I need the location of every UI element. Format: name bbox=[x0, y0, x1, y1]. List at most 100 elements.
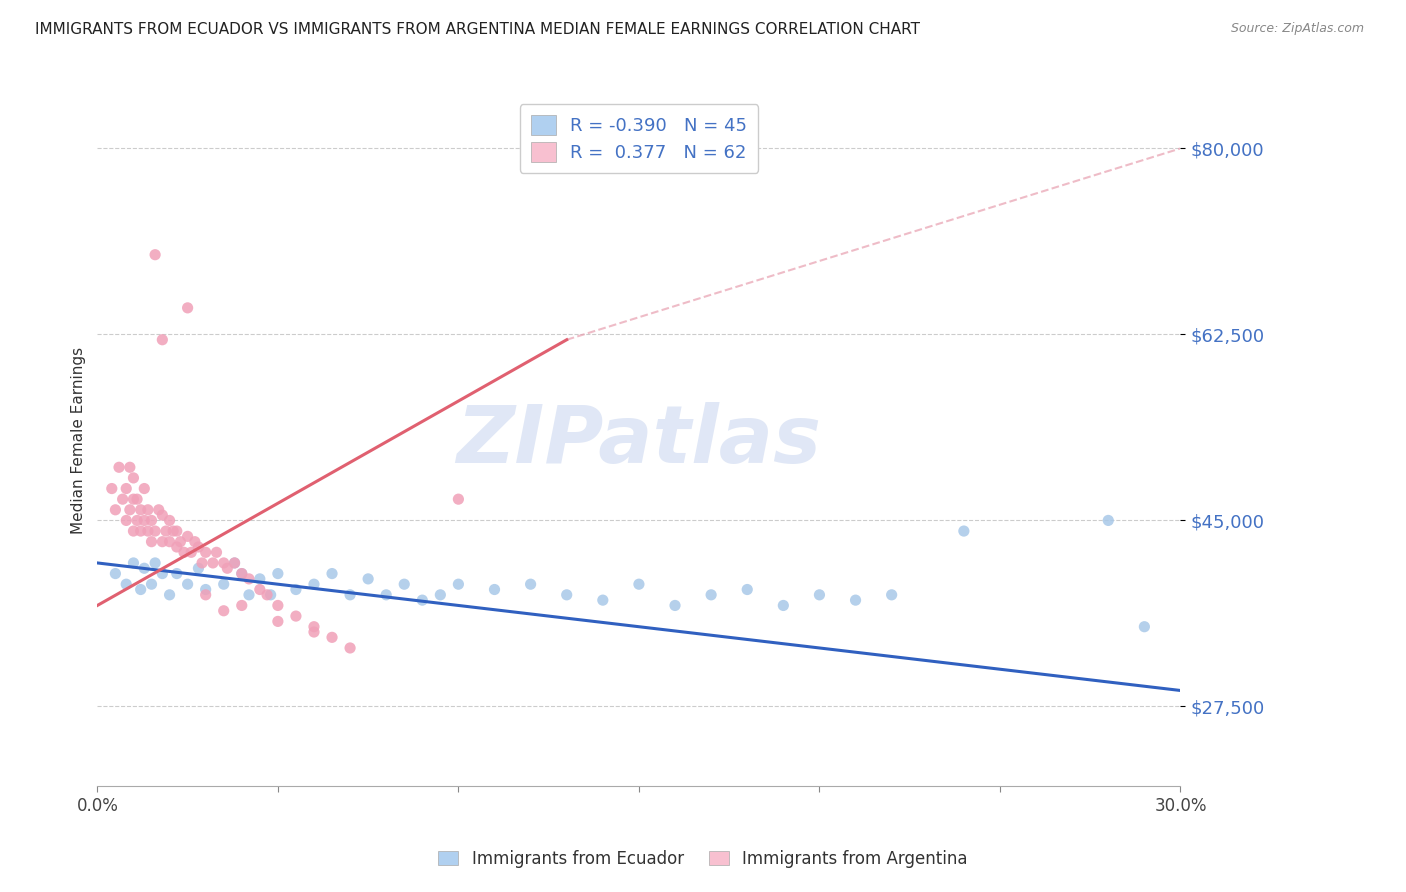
Point bbox=[284, 609, 307, 624]
Point bbox=[1133, 620, 1156, 634]
Text: IMMIGRANTS FROM ECUADOR VS IMMIGRANTS FROM ARGENTINA MEDIAN FEMALE EARNINGS CORR: IMMIGRANTS FROM ECUADOR VS IMMIGRANTS FR… bbox=[35, 22, 920, 37]
Point bbox=[136, 524, 159, 538]
Point bbox=[159, 513, 181, 527]
Point bbox=[155, 524, 177, 538]
Point bbox=[447, 577, 470, 591]
Point bbox=[555, 588, 578, 602]
Point bbox=[176, 301, 198, 315]
Point bbox=[180, 545, 202, 559]
Point bbox=[176, 577, 198, 591]
Point bbox=[302, 625, 325, 640]
Point bbox=[122, 492, 145, 507]
Point bbox=[212, 604, 235, 618]
Point bbox=[134, 513, 156, 527]
Point bbox=[101, 482, 124, 496]
Point bbox=[115, 577, 138, 591]
Point bbox=[166, 566, 188, 581]
Point bbox=[519, 577, 541, 591]
Point bbox=[122, 556, 145, 570]
Point bbox=[844, 593, 866, 607]
Text: Source: ZipAtlas.com: Source: ZipAtlas.com bbox=[1230, 22, 1364, 36]
Point bbox=[184, 534, 207, 549]
Point bbox=[259, 588, 281, 602]
Point bbox=[284, 582, 307, 597]
Point bbox=[231, 599, 253, 613]
Point bbox=[238, 572, 260, 586]
Point bbox=[125, 513, 148, 527]
Point bbox=[302, 620, 325, 634]
Point bbox=[122, 471, 145, 485]
Point bbox=[159, 588, 181, 602]
Point bbox=[148, 503, 170, 517]
Point bbox=[953, 524, 976, 538]
Point bbox=[111, 492, 134, 507]
Point bbox=[249, 572, 271, 586]
Point bbox=[375, 588, 398, 602]
Point bbox=[122, 524, 145, 538]
Point bbox=[173, 545, 195, 559]
Point bbox=[143, 556, 166, 570]
Point bbox=[447, 492, 470, 507]
Point bbox=[150, 566, 173, 581]
Point bbox=[224, 556, 246, 570]
Point bbox=[191, 556, 214, 570]
Point bbox=[217, 561, 239, 575]
Point bbox=[187, 540, 209, 554]
Point bbox=[194, 582, 217, 597]
Point bbox=[194, 588, 217, 602]
Point bbox=[664, 599, 686, 613]
Point bbox=[484, 582, 506, 597]
Point bbox=[808, 588, 831, 602]
Point bbox=[201, 556, 224, 570]
Point bbox=[592, 593, 614, 607]
Point bbox=[176, 529, 198, 543]
Point bbox=[150, 534, 173, 549]
Point bbox=[321, 631, 343, 645]
Point bbox=[129, 503, 152, 517]
Point bbox=[134, 561, 156, 575]
Point bbox=[212, 556, 235, 570]
Point bbox=[249, 582, 271, 597]
Point bbox=[134, 482, 156, 496]
Point bbox=[224, 556, 246, 570]
Point bbox=[108, 460, 131, 475]
Point bbox=[700, 588, 723, 602]
Point bbox=[302, 577, 325, 591]
Point bbox=[150, 333, 173, 347]
Y-axis label: Median Female Earnings: Median Female Earnings bbox=[72, 347, 86, 534]
Point bbox=[129, 582, 152, 597]
Point bbox=[115, 513, 138, 527]
Point bbox=[339, 588, 361, 602]
Point bbox=[104, 566, 127, 581]
Point bbox=[256, 588, 278, 602]
Point bbox=[735, 582, 758, 597]
Point bbox=[627, 577, 650, 591]
Point bbox=[143, 524, 166, 538]
Point bbox=[267, 566, 290, 581]
Point bbox=[357, 572, 380, 586]
Point bbox=[166, 540, 188, 554]
Point bbox=[267, 615, 290, 629]
Point bbox=[394, 577, 416, 591]
Text: ZIPatlas: ZIPatlas bbox=[457, 401, 821, 480]
Point bbox=[187, 561, 209, 575]
Point bbox=[339, 640, 361, 655]
Legend: R = -0.390   N = 45, R =  0.377   N = 62: R = -0.390 N = 45, R = 0.377 N = 62 bbox=[520, 104, 758, 173]
Point bbox=[118, 460, 141, 475]
Point bbox=[429, 588, 451, 602]
Point bbox=[212, 577, 235, 591]
Point bbox=[141, 513, 163, 527]
Point bbox=[267, 599, 290, 613]
Point bbox=[231, 566, 253, 581]
Point bbox=[136, 503, 159, 517]
Point bbox=[411, 593, 433, 607]
Point bbox=[150, 508, 173, 522]
Point bbox=[141, 577, 163, 591]
Point bbox=[141, 534, 163, 549]
Point bbox=[115, 482, 138, 496]
Point bbox=[125, 492, 148, 507]
Point bbox=[231, 566, 253, 581]
Point bbox=[238, 588, 260, 602]
Point bbox=[143, 248, 166, 262]
Point bbox=[162, 524, 184, 538]
